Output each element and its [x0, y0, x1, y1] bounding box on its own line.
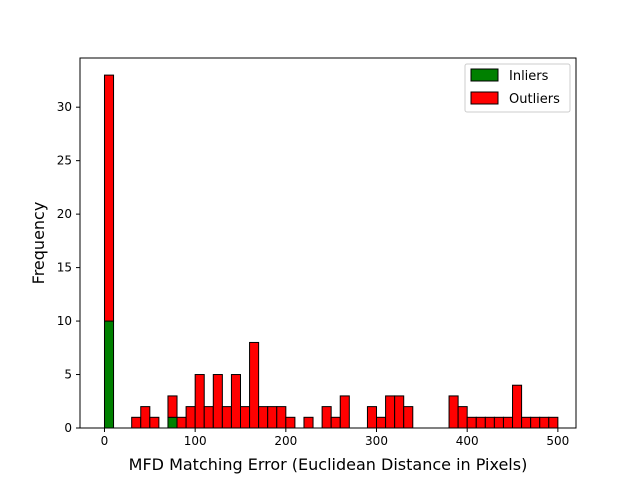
plot-frame [79, 57, 577, 429]
x-tick-label: 0 [101, 434, 109, 448]
bar-outliers [484, 416, 495, 429]
bar-outliers [258, 406, 269, 429]
bar-outliers [203, 406, 214, 429]
bar-outliers [212, 374, 223, 429]
x-tick-label: 500 [546, 434, 569, 448]
bar-inliers [103, 320, 115, 429]
bar-outliers [475, 416, 486, 429]
bar-outliers [176, 416, 187, 429]
legend-label-outliers: Outliers [509, 92, 560, 107]
y-tick-label: 20 [57, 207, 72, 221]
bar-outliers [249, 341, 260, 429]
legend-swatch-inliers [470, 68, 499, 82]
x-axis: 0 100 200 300 400 500 [101, 428, 569, 448]
bar-outliers [539, 416, 550, 429]
y-tick-label: 0 [64, 421, 72, 435]
bar-outliers [521, 416, 532, 429]
bar-outliers [230, 374, 241, 429]
y-axis: 0 5 10 15 20 25 30 [57, 100, 80, 435]
bar-outliers [330, 416, 341, 429]
x-tick-label: 400 [456, 434, 479, 448]
bar-outliers [530, 416, 541, 429]
bar-outliers [548, 416, 559, 429]
bar-outliers [403, 406, 414, 429]
bar-outliers [512, 384, 523, 429]
bar-outliers [466, 416, 477, 429]
x-tick-label: 300 [365, 434, 388, 448]
legend-swatch-outliers [470, 91, 499, 105]
x-tick-label: 100 [184, 434, 207, 448]
bar-inliers [167, 416, 178, 429]
x-axis-label: MFD Matching Error (Euclidean Distance i… [129, 455, 528, 474]
bar-outliers [131, 416, 142, 429]
bar-outliers [103, 74, 115, 322]
y-tick-label: 25 [57, 154, 72, 168]
bar-outliers [303, 416, 314, 429]
y-tick-label: 5 [64, 368, 72, 382]
bar-outliers [502, 416, 514, 429]
legend-label-inliers: Inliers [509, 69, 549, 84]
x-tick-label: 200 [274, 434, 297, 448]
bar-outliers [140, 406, 151, 429]
bar-outliers [376, 416, 387, 429]
bar-outliers [267, 406, 278, 429]
bar-outliers [493, 416, 504, 429]
bar-outliers [321, 406, 332, 429]
y-tick-label: 30 [57, 100, 72, 114]
y-axis-label: Frequency [29, 202, 48, 285]
bar-outliers [448, 395, 459, 429]
bar-outliers [221, 406, 232, 429]
bar-outliers [185, 406, 196, 429]
bar-outliers [394, 395, 405, 429]
bar-outliers [339, 395, 350, 429]
bar-outliers [366, 406, 378, 429]
bar-outliers [167, 395, 178, 418]
legend: Inliers Outliers [464, 63, 571, 113]
bar-outliers [385, 395, 396, 429]
bar-outliers [285, 416, 296, 429]
bar-outliers [276, 406, 287, 429]
bar-outliers [194, 374, 205, 429]
bar-outliers [457, 406, 468, 429]
bar-outliers [239, 406, 251, 429]
y-tick-label: 10 [57, 314, 72, 328]
y-tick-label: 15 [57, 261, 72, 275]
bar-outliers [149, 416, 160, 429]
